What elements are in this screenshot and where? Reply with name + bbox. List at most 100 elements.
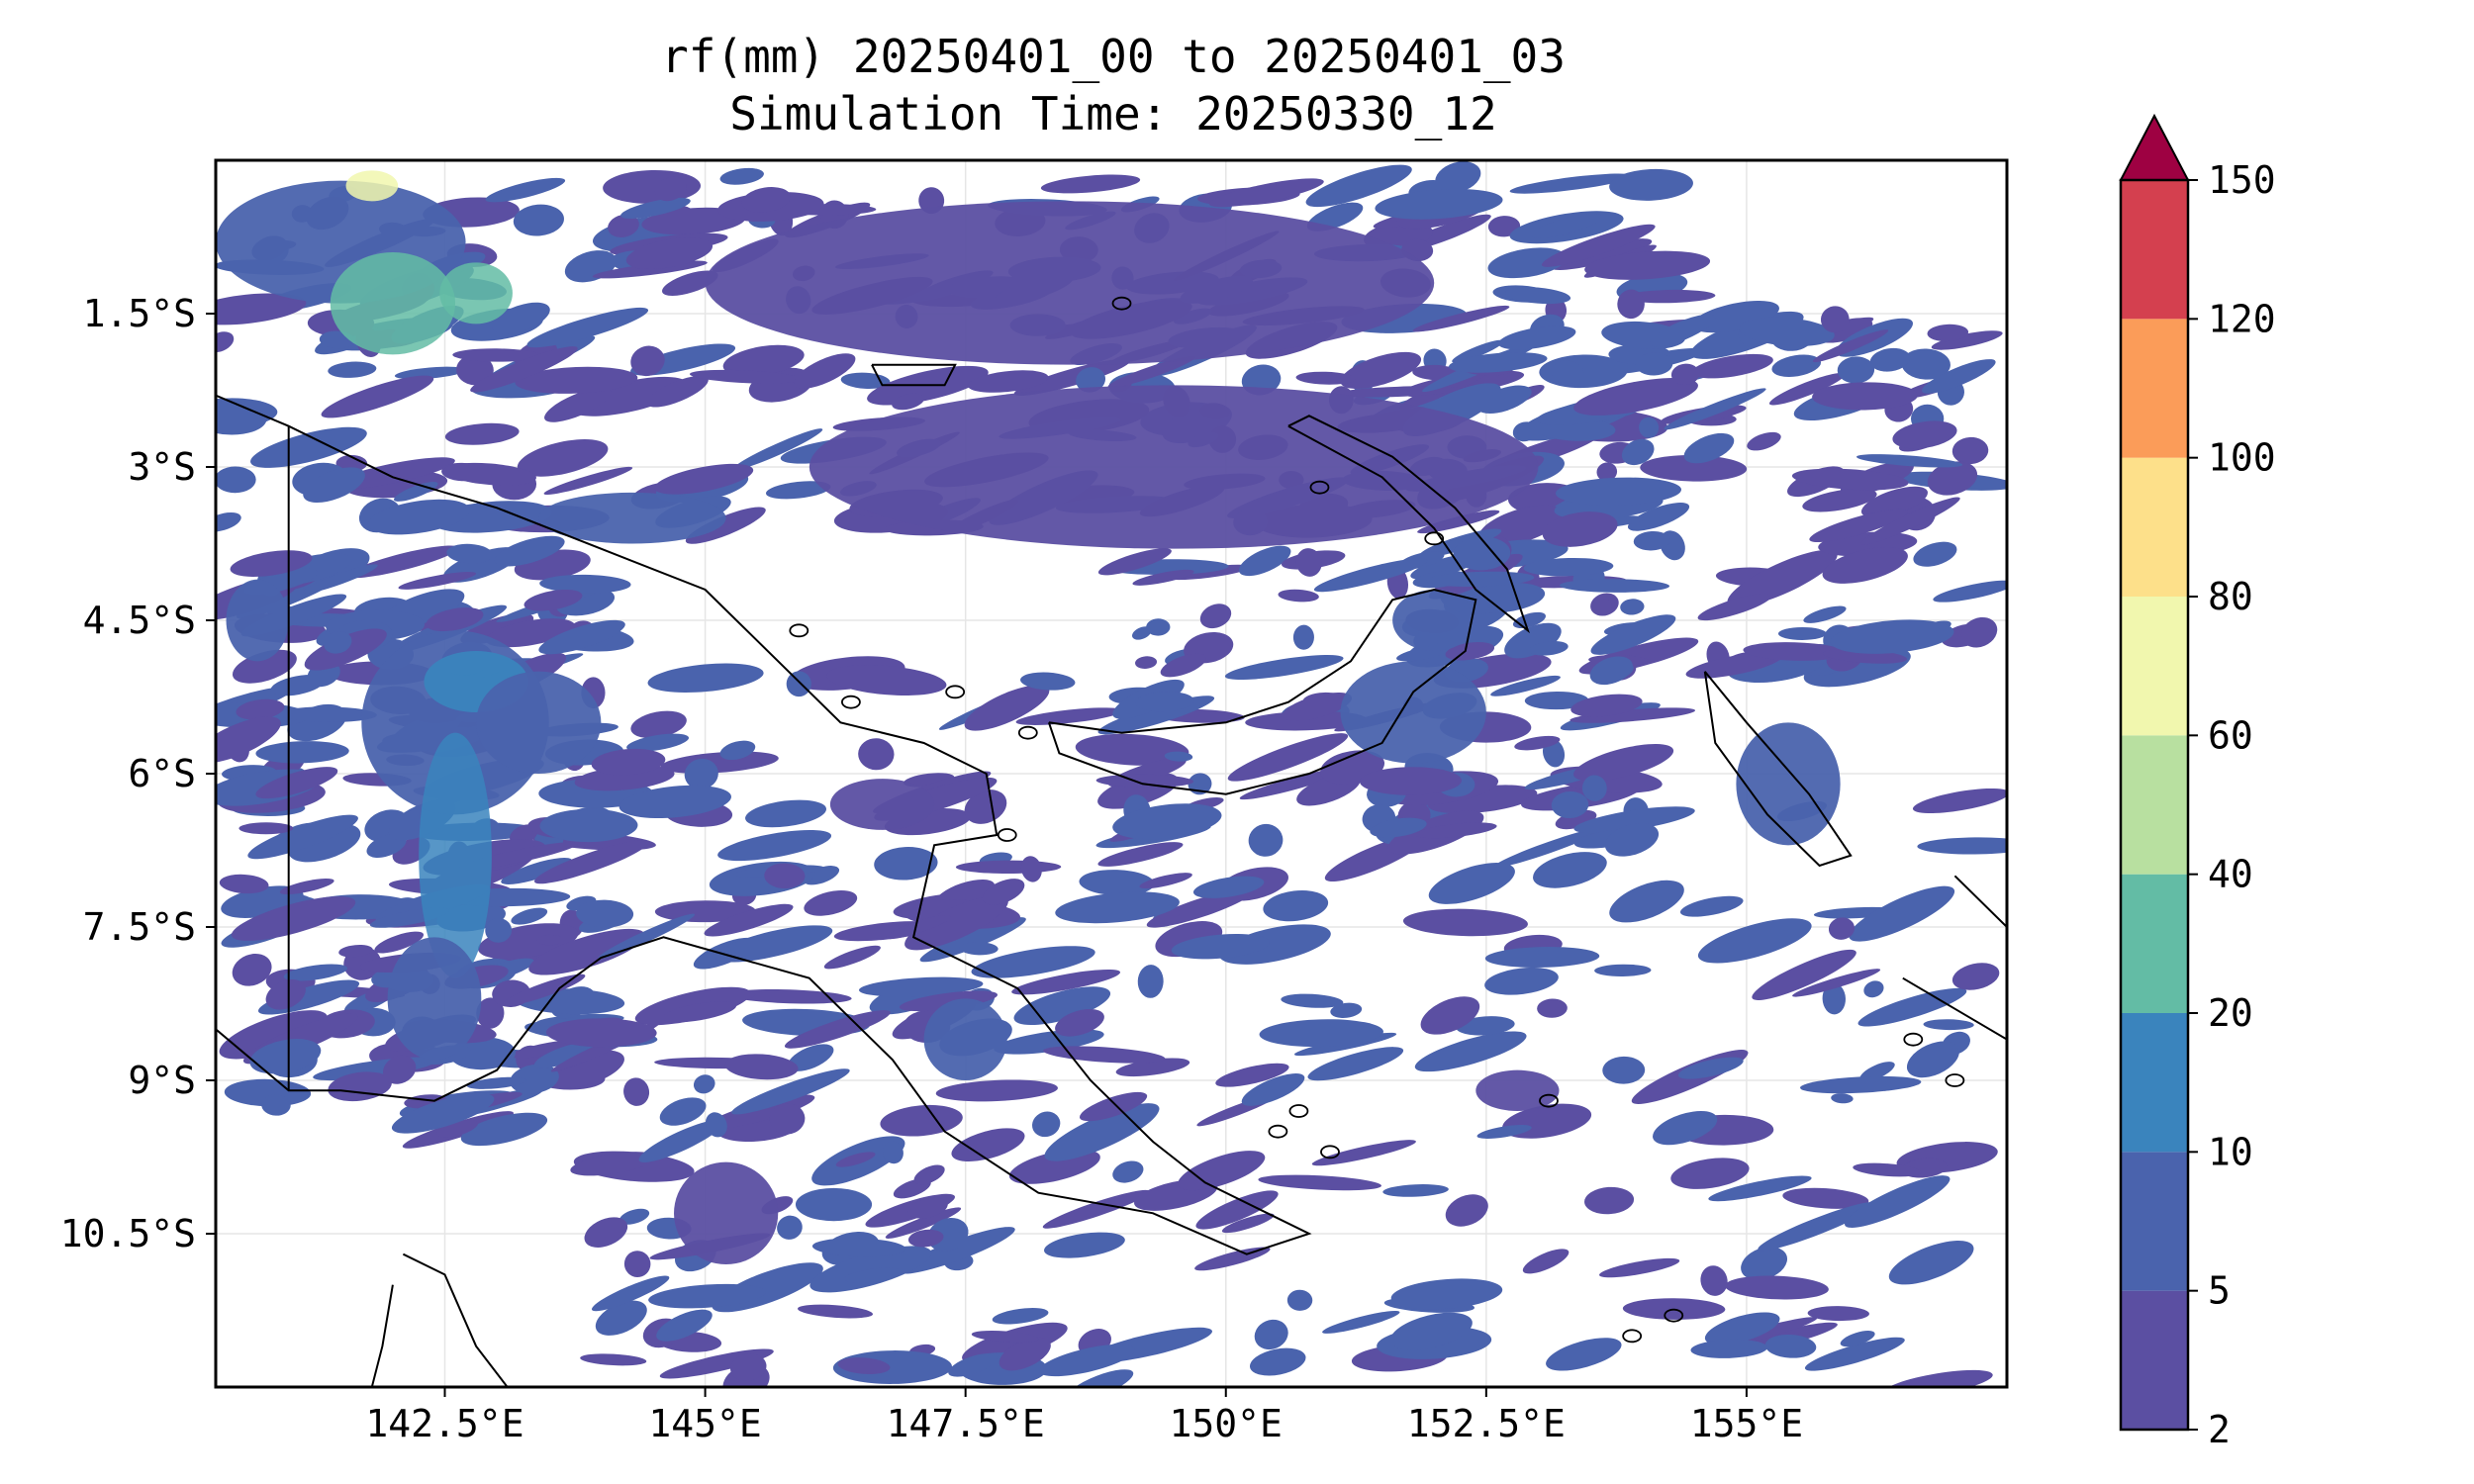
rain-streak: [1812, 329, 1889, 363]
lat-tick-label: 1.5°S: [83, 292, 196, 335]
rain-streak: [693, 1074, 715, 1094]
rain-streak: [1040, 174, 1141, 194]
rain-streak: [539, 574, 631, 594]
rain-streak: [1570, 707, 1696, 723]
rain-streak: [714, 925, 833, 963]
rain-streak: [1555, 477, 1682, 507]
colorbar-segment: [2121, 457, 2188, 597]
island-outline: [841, 695, 861, 709]
rain-streak: [366, 833, 407, 859]
rain-streak: [265, 979, 306, 1010]
rain-streak: [1414, 1031, 1527, 1072]
rain-streak: [1700, 1265, 1728, 1296]
rain-streak: [1529, 640, 1569, 656]
lon-tick-label: 155°E: [1690, 1402, 1803, 1445]
rain-streak: [1822, 546, 1908, 584]
rain-streak: [1445, 1194, 1488, 1227]
rain-streak: [1923, 1019, 1974, 1031]
rain-streak: [570, 376, 688, 417]
rain-streak: [1602, 1056, 1646, 1084]
colorbar-tick-label: 100: [2208, 436, 2276, 480]
rain-streak: [1286, 1289, 1313, 1311]
coastline: [1047, 588, 1477, 795]
rain-streak: [1617, 289, 1645, 320]
rain-streak: [1245, 710, 1368, 731]
rain-streak: [1650, 314, 1716, 347]
rain-streak: [1683, 432, 1735, 464]
rain-streak: [1951, 963, 2000, 990]
rain-streak: [436, 1119, 478, 1138]
rain-streak: [1609, 880, 1684, 923]
island-outline: [1111, 296, 1132, 311]
coastline: [402, 1252, 509, 1387]
rain-streak: [787, 1044, 834, 1071]
rain-streak: [1135, 656, 1158, 669]
rain-streak: [1828, 917, 1856, 940]
rain-cell: [345, 170, 399, 202]
rain-streak: [446, 543, 494, 564]
rain-streak: [367, 499, 470, 535]
rain-streak: [1697, 918, 1812, 964]
rain-streak: [656, 1309, 713, 1342]
rain-streak: [1573, 744, 1674, 782]
rain-streak: [1449, 352, 1548, 373]
rain-streak: [1542, 511, 1618, 547]
rain-streak: [704, 903, 794, 937]
island-outline: [997, 828, 1017, 842]
rain-streak: [1771, 354, 1822, 377]
rain-streak: [1912, 788, 2007, 814]
rain-streak: [1533, 852, 1607, 888]
rain-streak: [1305, 164, 1412, 208]
rain-streak: [769, 1103, 806, 1135]
rain-streak: [1164, 751, 1193, 762]
rain-streak: [705, 1112, 727, 1138]
rain-streak: [1505, 287, 1571, 305]
rain-streak: [1604, 823, 1660, 857]
rain-streak: [1238, 545, 1291, 577]
rain-streak: [654, 900, 756, 923]
rain-streak: [784, 1010, 891, 1049]
rain-streak: [1768, 372, 1846, 406]
rain-streak: [1295, 548, 1322, 577]
rain-streak: [1820, 306, 1850, 333]
rain-streak: [717, 829, 832, 862]
island-outline: [1622, 1329, 1643, 1344]
rain-streak: [1917, 837, 2007, 855]
rain-streak: [1849, 885, 1955, 942]
rain-streak: [538, 619, 625, 655]
rain-streak: [835, 1152, 876, 1167]
lon-tick-label: 147.5°E: [887, 1402, 1045, 1445]
rain-streak: [1804, 1337, 1905, 1371]
rain-streak: [955, 860, 1062, 874]
rain-streak: [591, 1275, 670, 1312]
rain-streak: [230, 550, 313, 577]
rain-streak: [374, 931, 425, 954]
rain-streak: [794, 353, 856, 389]
rain-streak: [907, 1229, 944, 1248]
rain-streak: [544, 387, 612, 422]
rain-streak: [1523, 557, 1614, 577]
rain-streak: [216, 511, 241, 532]
rain-streak: [1452, 339, 1504, 363]
rain-streak: [328, 361, 377, 378]
rain-streak: [727, 988, 852, 1004]
rain-streak: [1704, 1312, 1780, 1345]
rain-streak: [1691, 353, 1773, 379]
island-outline: [1539, 1093, 1559, 1108]
rain-streak: [1032, 1111, 1061, 1138]
rain-streak: [1402, 908, 1528, 937]
rain-streak: [1679, 895, 1744, 917]
rain-streak: [1677, 1057, 1744, 1079]
rain-streak: [1484, 947, 1600, 968]
rain-streak: [249, 1039, 322, 1074]
lat-tick-label: 7.5°S: [83, 905, 196, 949]
rain-streak: [485, 177, 566, 203]
rain-streak: [533, 840, 649, 884]
rain-streak: [1807, 1306, 1869, 1322]
rain-streak: [1927, 324, 1969, 342]
rain-streak: [899, 990, 999, 1012]
rain-streak: [1509, 173, 1634, 194]
rain-streak: [1951, 436, 1989, 465]
rain-streak: [444, 422, 520, 445]
rain-streak: [283, 964, 348, 981]
